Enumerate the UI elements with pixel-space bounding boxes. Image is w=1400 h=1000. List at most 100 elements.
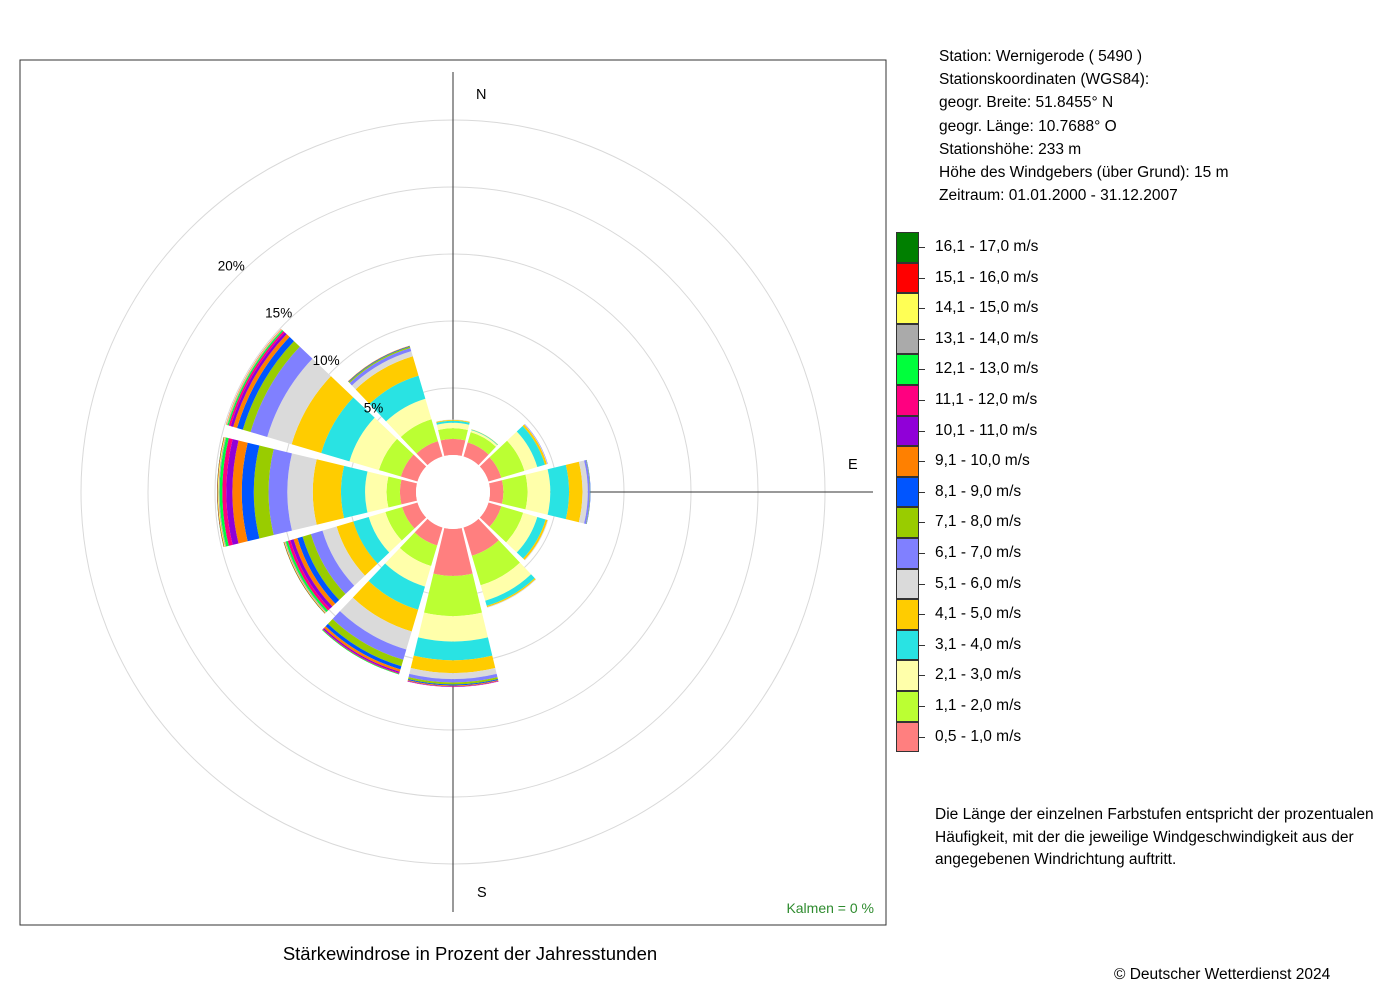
legend-swatch [896, 476, 919, 508]
speed-band [386, 398, 432, 437]
legend-tick [919, 705, 925, 707]
legend-tick [919, 736, 925, 738]
compass-label-e: E [848, 457, 858, 473]
legend-swatch [896, 599, 919, 630]
legend-tick [919, 552, 925, 554]
speed-band [291, 376, 354, 453]
speed-band [332, 611, 407, 660]
speed-band [407, 681, 499, 687]
speed-band [480, 562, 532, 601]
legend-label: 1,1 - 2,0 m/s [935, 696, 1022, 714]
speed-band [349, 417, 397, 471]
speed-band [287, 540, 330, 611]
plot-border [19, 59, 887, 926]
speed-band [565, 461, 583, 523]
legend-swatch [896, 446, 919, 477]
speed-band [418, 612, 488, 642]
speed-band [436, 419, 470, 422]
speed-band [349, 347, 412, 386]
speed-band [463, 442, 489, 466]
speed-band [479, 502, 502, 527]
speed-band [242, 341, 300, 433]
legend-label: 10,1 - 11,0 m/s [935, 421, 1038, 439]
speed-band [463, 518, 499, 556]
speed-band [467, 432, 496, 455]
legend-swatch [896, 629, 919, 661]
legend-label: 9,1 - 10,0 m/s [935, 452, 1030, 470]
legend-swatch [896, 384, 919, 416]
copyright: © Deutscher Wetterdienst 2024 [1114, 966, 1331, 983]
legend-label: 11,1 - 12,0 m/s [935, 390, 1038, 408]
ring-labels: 5% 10% 15% 20% [218, 258, 383, 415]
sector-330 [347, 345, 443, 466]
speed-band [485, 574, 535, 606]
legend-swatch [896, 293, 919, 324]
legend-tick [919, 338, 925, 340]
legend-label: 8,1 - 9,0 m/s [935, 482, 1022, 500]
legend-tick [919, 461, 925, 463]
speed-band [369, 375, 426, 422]
legend-label: 6,1 - 7,0 m/s [935, 543, 1022, 561]
ring-label: 10% [313, 353, 340, 368]
speed-band [385, 548, 432, 587]
sector-240 [283, 502, 427, 614]
speed-band [222, 438, 233, 546]
compass-label-n: N [476, 87, 486, 103]
legend-label: 14,1 - 15,0 m/s [935, 299, 1039, 317]
speed-band [400, 419, 438, 454]
legend-swatch [896, 232, 919, 263]
speed-band [232, 440, 248, 544]
speed-band [290, 539, 333, 609]
station-info: Station: Wernigerode ( 5490 ) Stationsko… [939, 45, 1228, 207]
speed-band [407, 680, 499, 687]
speed-band [407, 680, 499, 687]
speed-band [479, 457, 502, 482]
legend-swatch [896, 507, 919, 538]
speed-band [436, 420, 470, 425]
speed-band [218, 437, 227, 547]
speed-band [584, 460, 590, 524]
speed-band [219, 437, 229, 547]
speed-band [217, 436, 224, 548]
legend-tick [919, 430, 925, 432]
speed-band [522, 424, 547, 465]
speed-band [408, 673, 498, 683]
speed-band [407, 679, 499, 686]
speed-band [340, 465, 368, 519]
speed-band [400, 454, 427, 482]
speed-band [586, 459, 591, 525]
sector-150 [463, 518, 537, 608]
speed-band [250, 346, 313, 437]
speed-band [336, 521, 378, 576]
legend-label: 13,1 - 14,0 m/s [935, 329, 1039, 347]
legend-tick [919, 247, 925, 248]
speed-band [226, 439, 239, 545]
speed-band [237, 336, 294, 430]
legend-swatch [896, 537, 919, 569]
sector-120 [479, 502, 549, 561]
speed-band [386, 476, 402, 508]
station-elevation: Stationshöhe: 233 m [939, 140, 1082, 158]
sensor-height: Höhe des Windgebers (über Grund): 15 m [939, 164, 1229, 182]
legend-swatch [896, 660, 919, 691]
speed-band [351, 351, 413, 390]
sector-60 [479, 423, 548, 482]
legend-tick [919, 277, 925, 279]
speed-band [353, 516, 390, 564]
speed-band [365, 471, 389, 513]
legend-label: 2,1 - 3,0 m/s [935, 666, 1022, 684]
speed-band [310, 530, 355, 595]
legend-tick [919, 308, 925, 310]
speed-band [297, 536, 340, 604]
compass-label-s: S [477, 885, 487, 901]
coords-heading: Stationskoordinaten (WGS84): [939, 71, 1150, 89]
ring-label: 20% [218, 258, 245, 273]
speed-band [414, 518, 443, 546]
speed-band [471, 540, 520, 586]
speed-band [578, 460, 588, 524]
speed-band [327, 618, 404, 667]
speed-band [409, 668, 497, 680]
speed-band [268, 448, 292, 536]
speed-band [506, 512, 538, 553]
